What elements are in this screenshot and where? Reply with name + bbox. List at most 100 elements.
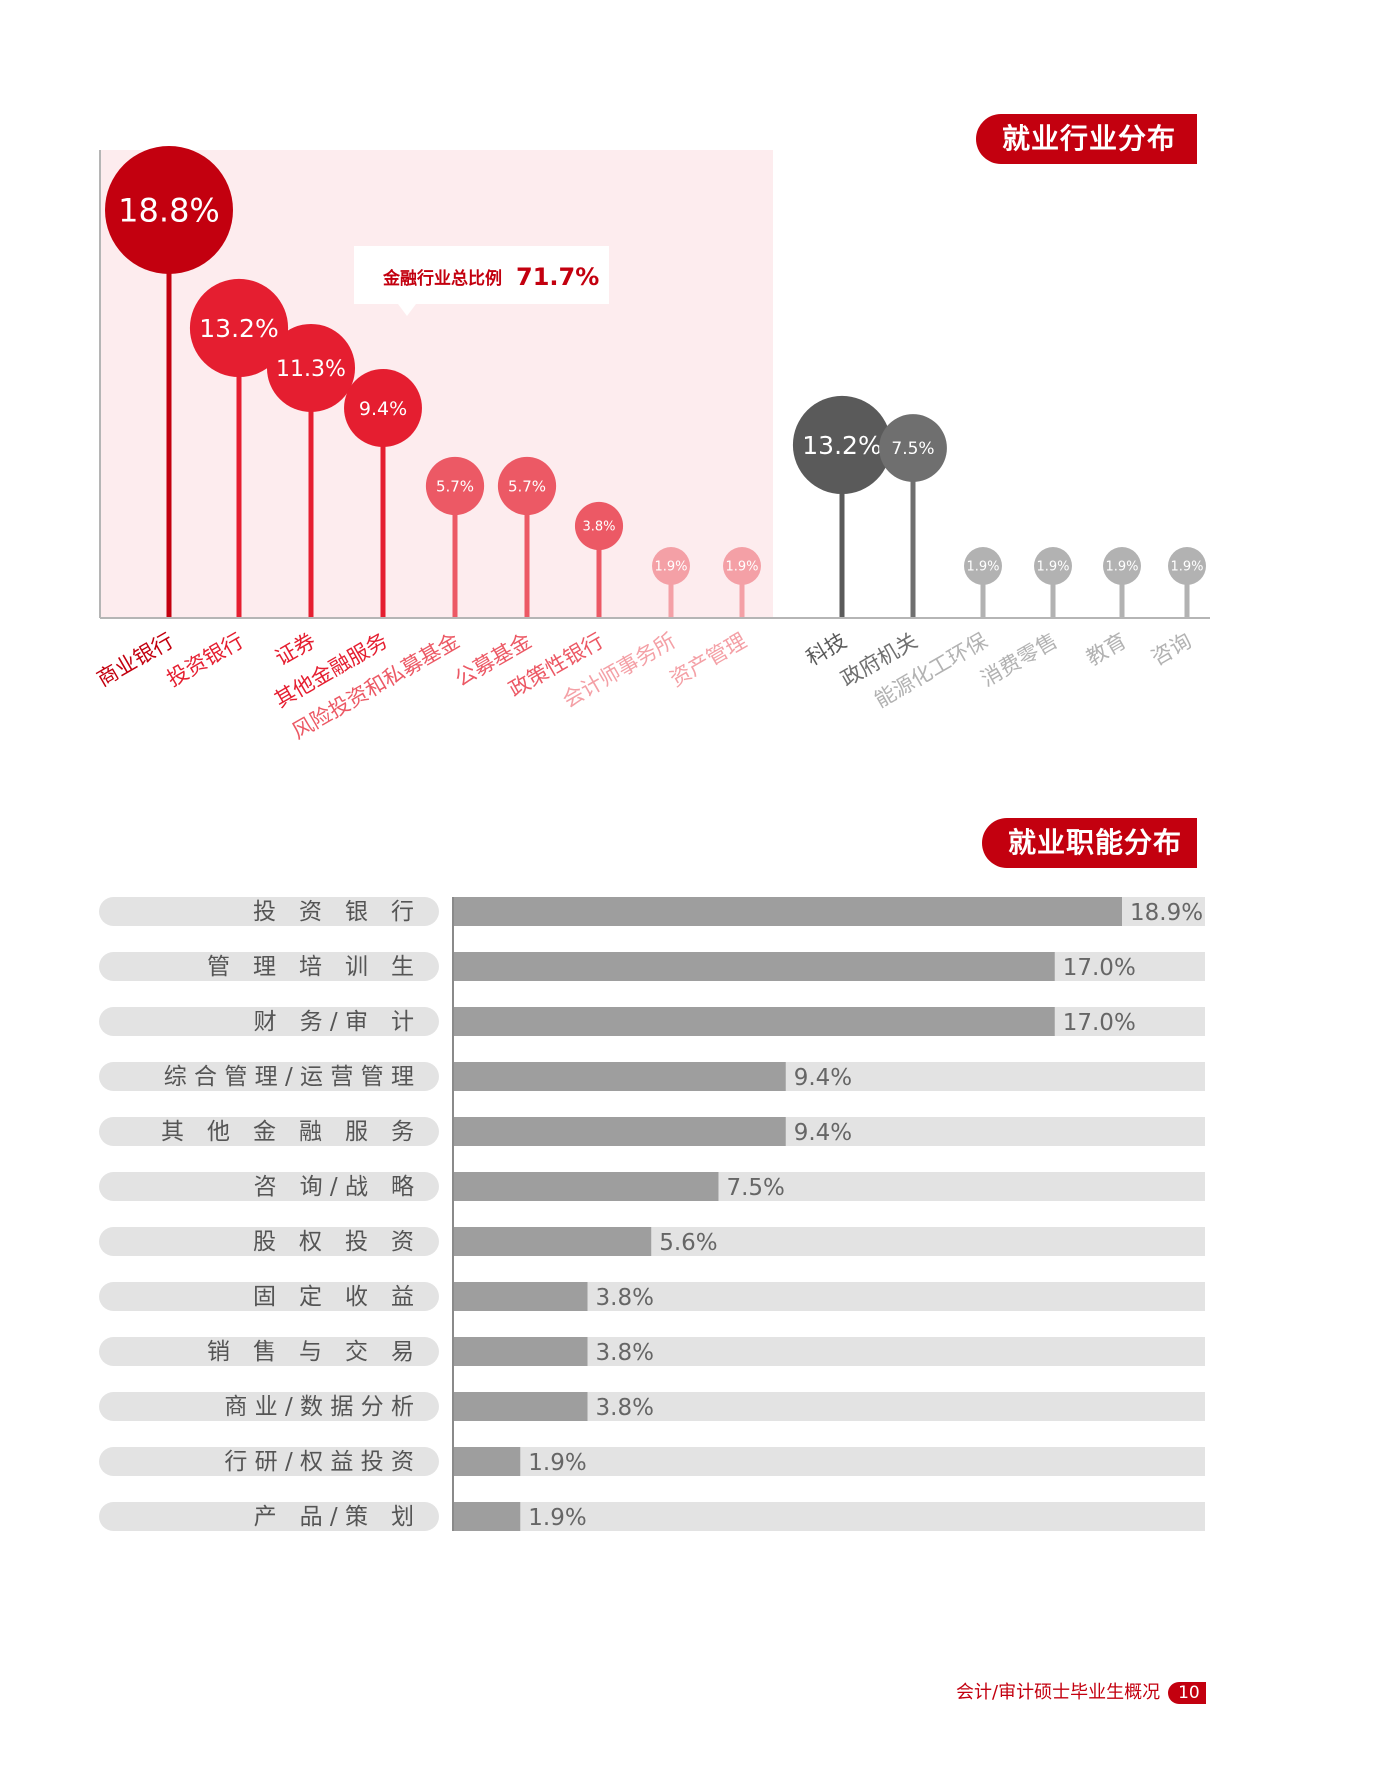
value-label: 7.5% [726, 1175, 784, 1201]
lollipop-bubble [574, 501, 624, 551]
bar-track [453, 1447, 1205, 1476]
lollipop-bubble [1103, 547, 1141, 585]
category-pill [99, 1282, 439, 1311]
callout-box [354, 246, 609, 304]
value-label: 9.4% [794, 1120, 852, 1146]
lollipop-bubble [266, 323, 356, 413]
lollipop-bubble [723, 547, 761, 585]
value-label: 11.3% [276, 357, 346, 382]
category-pill [99, 1392, 439, 1421]
value-label: 1.9% [654, 560, 687, 575]
value-label: 18.9% [1130, 900, 1203, 926]
category-label: 资产管理 [666, 629, 751, 692]
bar-track [453, 1007, 1205, 1036]
category-label: 投 资 银 行 [253, 899, 414, 925]
finance-total-callout: 金融行业总比例 71.7% [354, 246, 609, 316]
lollipop-bubble [1168, 547, 1206, 585]
category-pill [99, 1227, 439, 1256]
category-label: 证券 [271, 629, 319, 671]
value-label: 1.9% [528, 1450, 586, 1476]
category-label: 商业银行 [93, 629, 178, 692]
footer: 会计/审计硕士毕业生概况 10 [956, 1680, 1206, 1706]
value-label: 13.2% [802, 431, 881, 460]
value-label: 3.8% [596, 1285, 654, 1311]
bar [453, 1502, 521, 1531]
category-pill [99, 1172, 439, 1201]
bar-track [453, 952, 1205, 981]
bar-track [453, 1502, 1205, 1531]
category-label: 产 品 / 策 划 [254, 1504, 414, 1530]
value-label: 9.4% [794, 1065, 852, 1091]
bar [453, 1007, 1055, 1036]
lollipop-bubble [879, 414, 947, 482]
value-label: 17.0% [1063, 955, 1136, 981]
lollipop-bubble [1034, 547, 1072, 585]
category-label: 咨询 [1147, 629, 1195, 671]
category-pill [99, 1337, 439, 1366]
category-label: 财 务 / 审 计 [254, 1009, 414, 1035]
page-number: 10 [1168, 1682, 1206, 1704]
value-label: 1.9% [1036, 560, 1069, 575]
value-label: 3.8% [596, 1395, 654, 1421]
callout-value: 71.7% [516, 263, 599, 291]
bar-track [453, 897, 1205, 926]
category-pill [99, 1007, 439, 1036]
footer-text: 会计/审计硕士毕业生概况 [956, 1682, 1161, 1703]
category-label: 商 业 / 数 据 分 析 [224, 1394, 414, 1420]
value-label: 5.7% [508, 477, 546, 495]
bar [453, 1392, 588, 1421]
lollipop-bubble [425, 456, 485, 516]
value-label: 1.9% [966, 560, 999, 575]
bar [453, 1117, 786, 1146]
category-pill [99, 1062, 439, 1091]
callout-pointer [398, 304, 416, 316]
lollipop-bubble [964, 547, 1002, 585]
value-label: 1.9% [528, 1505, 586, 1531]
value-label: 3.8% [596, 1340, 654, 1366]
value-label: 1.9% [1170, 560, 1203, 575]
value-label: 9.4% [359, 398, 407, 420]
bar-track [453, 1117, 1205, 1146]
lollipop-bubble [344, 369, 422, 447]
category-label: 综 合 管 理 / 运 营 管 理 [164, 1064, 414, 1090]
bar [453, 1282, 588, 1311]
bar-track [453, 1282, 1205, 1311]
value-label: 5.7% [436, 477, 474, 495]
bar [453, 1447, 521, 1476]
lollipop-bubble [792, 395, 892, 495]
category-label: 科技 [802, 629, 850, 671]
value-label: 18.8% [118, 192, 220, 230]
category-label: 教育 [1082, 629, 1130, 671]
bar [453, 1062, 786, 1091]
value-label: 1.9% [725, 560, 758, 575]
bar-track [453, 1227, 1205, 1256]
bar [453, 1337, 588, 1366]
function-section-title: 就业职能分布 [982, 818, 1197, 868]
value-label: 3.8% [582, 520, 615, 535]
bar-track [453, 1062, 1205, 1091]
category-label: 管 理 培 训 生 [207, 954, 414, 980]
value-label: 1.9% [1105, 560, 1138, 575]
bar-track [453, 1337, 1205, 1366]
callout-label: 金融行业总比例 [382, 268, 502, 289]
industry-section-title: 就业行业分布 [976, 114, 1197, 164]
category-label: 咨 询 / 战 略 [254, 1174, 414, 1200]
value-label: 7.5% [891, 439, 934, 459]
lollipop-bubble [652, 547, 690, 585]
value-label: 13.2% [199, 314, 278, 343]
bar-track [453, 1392, 1205, 1421]
value-label: 17.0% [1063, 1010, 1136, 1036]
category-label: 固 定 收 益 [253, 1284, 414, 1310]
category-label: 投资银行 [163, 629, 248, 692]
bar-track [453, 1172, 1205, 1201]
category-label: 股 权 投 资 [253, 1229, 414, 1255]
lollipop-bubble [105, 146, 233, 274]
lollipop-bubble [189, 278, 289, 378]
value-label: 5.6% [659, 1230, 717, 1256]
category-label: 行 研 / 权 益 投 资 [224, 1449, 414, 1475]
bar [453, 1172, 719, 1201]
lollipop-bubble [497, 456, 557, 516]
category-pill [99, 952, 439, 981]
category-pill [99, 1117, 439, 1146]
industry-lollipop-chart: 18.8%商业银行13.2%投资银行11.3%证券9.4%其他金融服务5.7%风… [93, 146, 1210, 744]
